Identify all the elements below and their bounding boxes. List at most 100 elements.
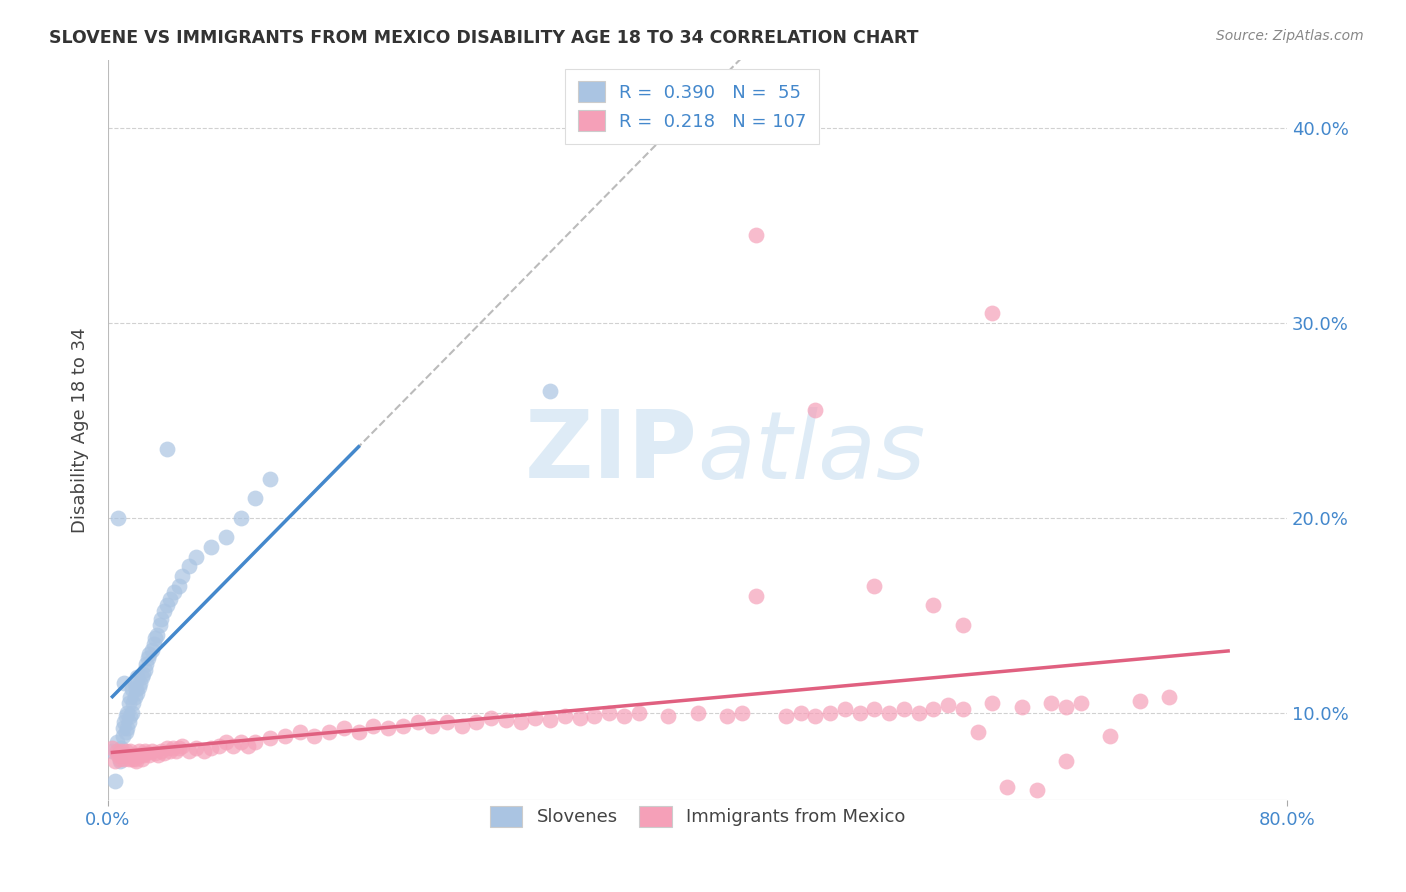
Point <box>818 706 841 720</box>
Point <box>775 709 797 723</box>
Point <box>745 227 768 242</box>
Point <box>789 706 811 720</box>
Point <box>495 714 517 728</box>
Point <box>125 754 148 768</box>
Point <box>110 740 132 755</box>
Point <box>907 706 929 720</box>
Point <box>186 740 208 755</box>
Y-axis label: Disability Age 18 to 34: Disability Age 18 to 34 <box>72 327 89 533</box>
Point <box>377 721 399 735</box>
Point <box>952 701 974 715</box>
Point <box>1054 754 1077 768</box>
Point <box>108 752 131 766</box>
Point <box>450 719 472 733</box>
Text: atlas: atlas <box>697 407 925 498</box>
Point <box>259 731 281 745</box>
Point <box>138 647 160 661</box>
Point <box>863 701 886 715</box>
Point <box>165 744 187 758</box>
Point <box>167 579 190 593</box>
Point <box>159 744 181 758</box>
Point <box>156 442 179 457</box>
Point <box>848 706 870 720</box>
Point <box>1070 696 1092 710</box>
Point <box>554 709 576 723</box>
Point <box>153 604 176 618</box>
Point <box>200 540 222 554</box>
Point <box>1099 729 1122 743</box>
Point <box>613 709 636 723</box>
Point <box>207 739 229 753</box>
Point <box>229 510 252 524</box>
Point <box>193 744 215 758</box>
Point <box>222 739 245 753</box>
Point <box>117 696 139 710</box>
Point <box>333 721 356 735</box>
Point <box>122 696 145 710</box>
Point <box>101 740 124 755</box>
Legend: Slovenes, Immigrants from Mexico: Slovenes, Immigrants from Mexico <box>481 797 914 836</box>
Point <box>105 735 128 749</box>
Point <box>804 403 827 417</box>
Point <box>936 698 959 712</box>
Point <box>304 729 326 743</box>
Point <box>200 740 222 755</box>
Point <box>108 754 131 768</box>
Point <box>129 748 152 763</box>
Point <box>922 701 945 715</box>
Point <box>132 748 155 763</box>
Point <box>186 549 208 564</box>
Point <box>107 748 129 763</box>
Point <box>509 715 531 730</box>
Point <box>229 735 252 749</box>
Point <box>966 725 988 739</box>
Point <box>148 617 170 632</box>
Point <box>104 754 127 768</box>
Point <box>150 744 173 758</box>
Point <box>420 719 443 733</box>
Point <box>114 725 136 739</box>
Point <box>245 735 267 749</box>
Point <box>127 748 149 763</box>
Point <box>138 748 160 763</box>
Point <box>538 714 561 728</box>
Point <box>142 637 165 651</box>
Point <box>134 663 156 677</box>
Point <box>145 627 167 641</box>
Point <box>465 715 488 730</box>
Point <box>120 709 142 723</box>
Point <box>288 725 311 739</box>
Point <box>436 715 458 730</box>
Point <box>150 612 173 626</box>
Point <box>1040 696 1063 710</box>
Point <box>112 676 135 690</box>
Point <box>657 709 679 723</box>
Point <box>128 744 150 758</box>
Point <box>1054 699 1077 714</box>
Point <box>981 306 1004 320</box>
Point <box>111 748 134 763</box>
Point <box>215 530 238 544</box>
Point <box>598 706 620 720</box>
Point <box>134 744 156 758</box>
Point <box>114 744 136 758</box>
Point <box>177 559 200 574</box>
Point <box>128 680 150 694</box>
Point <box>141 744 163 758</box>
Point <box>131 752 153 766</box>
Point <box>121 706 143 720</box>
Point <box>125 682 148 697</box>
Point <box>361 719 384 733</box>
Point <box>745 589 768 603</box>
Point <box>922 599 945 613</box>
Point <box>135 747 157 761</box>
Point <box>110 744 132 758</box>
Point <box>568 711 591 725</box>
Point <box>538 384 561 398</box>
Point <box>135 657 157 671</box>
Point <box>1025 783 1047 797</box>
Point <box>112 752 135 766</box>
Point <box>156 740 179 755</box>
Point <box>1129 694 1152 708</box>
Point <box>170 739 193 753</box>
